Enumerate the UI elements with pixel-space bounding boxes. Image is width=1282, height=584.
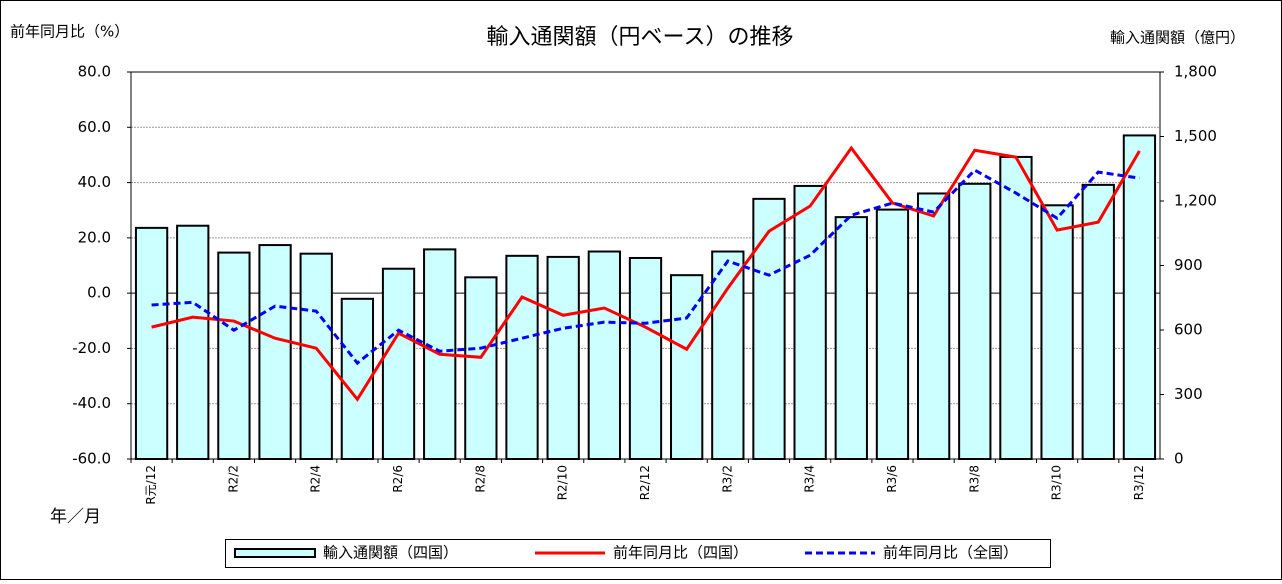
y2-tick-label: 1,500 [1174,127,1217,145]
y2-tick-label: 0 [1174,450,1184,468]
bar [916,192,951,460]
x-tick-label: R3/12 [1132,465,1146,500]
x-tick-label: R2/12 [638,465,652,500]
y2-tick-label: 600 [1174,321,1203,339]
y2-tick-label: 900 [1174,256,1203,274]
y2-axis-label: 輸入通関額（億円） [1110,29,1245,47]
y-tick-label: 20.0 [78,228,111,246]
x-tick-label: R3/6 [885,465,899,493]
chart-title: 輸入通関額（円ベース）の推移 [487,25,794,50]
x-tick-label: R2/4 [309,465,323,493]
bar [134,226,169,460]
bar [958,182,992,461]
y-tick-label: 40.0 [78,173,111,191]
x-tick-label: R3/2 [720,465,734,493]
y2-tick-label: 1,200 [1174,192,1217,210]
legend-label: 輸入通関額（四国） [323,544,458,562]
bar [217,251,251,460]
x-tick-label: R2/6 [391,465,405,493]
legend-box [225,539,1051,568]
x-tick-label: R3/10 [1050,465,1064,500]
bar [1040,204,1074,460]
y-tick-label: 60.0 [78,118,111,136]
x-axis-label: 年／月 [50,507,101,527]
y-tick-label: 80.0 [78,63,111,81]
bar [464,276,498,461]
bar [1122,134,1157,461]
y2-tick-label: 1,800 [1174,63,1217,81]
legend-label: 前年同月比（全国） [883,544,1018,562]
bar [628,256,663,460]
line [151,168,1140,366]
x-tick-label: R3/4 [803,465,817,493]
bar [793,184,827,460]
bar [381,267,416,460]
bar [999,155,1033,461]
x-tick-label: R3/8 [967,465,981,493]
bar [670,274,704,460]
y2-tick-label: 300 [1174,385,1203,403]
y-tick-label: 0.0 [87,284,111,302]
bar [340,297,375,461]
bar [752,197,786,460]
x-tick-label: R2/10 [556,465,570,500]
bar [834,216,868,460]
bar [258,244,292,460]
line [151,145,1141,402]
x-tick-label: R2/8 [473,465,487,493]
bar [505,254,539,460]
bar [546,255,580,460]
y-axis-label: 前年同月比（%） [10,23,129,41]
bar [587,250,621,460]
legend-label: 前年同月比（四国） [613,544,748,562]
bar [299,252,333,460]
bar [176,224,210,460]
y-tick-label: -60.0 [72,450,111,468]
x-tick-label: R元/12 [144,465,158,505]
x-tick-label: R2/2 [226,465,240,493]
legend-swatch [234,548,316,558]
bar [1081,183,1115,460]
bar [875,208,910,460]
y-tick-label: -40.0 [72,394,111,412]
y-tick-label: -20.0 [72,339,111,357]
bar [711,250,745,460]
